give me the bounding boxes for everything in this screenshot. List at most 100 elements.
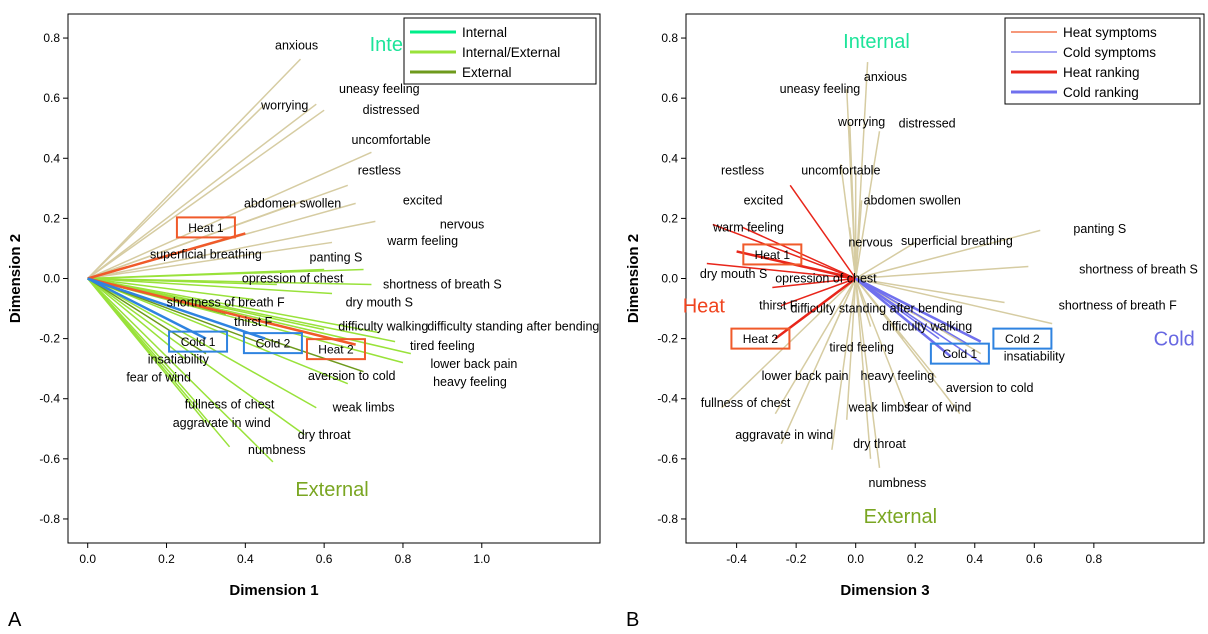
y-tick-label: 0.0 xyxy=(43,272,60,286)
symptom-label: excited xyxy=(744,193,784,207)
symptom-vector xyxy=(87,277,274,463)
symptom-label: superficial breathing xyxy=(150,247,262,261)
symptom-label: difficulty standing after bending xyxy=(427,320,599,334)
symptom-label: uncomfortable xyxy=(801,163,880,177)
y-tick-label: -0.2 xyxy=(657,332,678,346)
symptom-label: anxious xyxy=(275,39,318,53)
y-tick-label: 0.4 xyxy=(43,151,60,165)
symptom-vector xyxy=(87,277,254,301)
x-tick-label: 0.2 xyxy=(907,552,924,566)
symptom-vector xyxy=(87,277,317,409)
symptom-label: uneasy feeling xyxy=(339,82,420,96)
legend-label: Cold symptoms xyxy=(1063,45,1156,60)
ranking-box xyxy=(168,330,229,353)
symptom-label: lower back pain xyxy=(762,369,849,383)
y-tick-label: 0.8 xyxy=(43,31,60,45)
symptom-label: fear of wind xyxy=(907,401,972,415)
legend-label: Cold ranking xyxy=(1063,85,1139,100)
y-tick-label: -0.4 xyxy=(39,392,60,406)
symptom-vector xyxy=(855,277,970,346)
x-tick-label: 0.8 xyxy=(1086,552,1103,566)
y-tick-label: -0.6 xyxy=(657,452,678,466)
x-axis-title: Dimension 3 xyxy=(840,582,929,599)
symptom-label: aversion to cold xyxy=(308,369,396,383)
symptom-vector xyxy=(772,277,856,289)
x-tick-label: 0.0 xyxy=(847,552,864,566)
symptom-label: panting S xyxy=(1073,222,1126,236)
ranking-box-label: Heat 1 xyxy=(755,248,791,262)
ranking-box-label: Cold 1 xyxy=(181,335,216,349)
y-tick-label: 0.6 xyxy=(661,91,678,105)
symptom-vector xyxy=(87,278,231,448)
symptom-vector xyxy=(848,227,857,279)
symptom-label: thirst F xyxy=(759,299,798,313)
symptom-vector xyxy=(780,278,857,445)
symptom-vector xyxy=(781,277,856,307)
symptom-vector xyxy=(87,109,325,280)
symptom-vector xyxy=(848,122,857,279)
symptom-label: warm feeling xyxy=(712,220,784,234)
symptom-label: nervous xyxy=(848,235,892,249)
ranking-box xyxy=(730,327,791,350)
symptom-label: dry mouth S xyxy=(346,296,413,310)
symptom-vector xyxy=(854,278,907,409)
legend-label: Internal/External xyxy=(462,45,560,60)
symptom-vector xyxy=(831,278,857,450)
panel-letter-b: B xyxy=(626,609,639,631)
y-tick-label: 0.2 xyxy=(43,211,60,225)
ranking-vector xyxy=(87,232,246,280)
symptom-label: aversion to cold xyxy=(946,381,1034,395)
ranking-box xyxy=(742,243,803,266)
ranking-box-label: Cold 2 xyxy=(1005,332,1040,346)
x-tick-label: 0.6 xyxy=(316,552,333,566)
symptom-label: numbness xyxy=(869,476,927,490)
symptom-label: uneasy feeling xyxy=(780,82,861,96)
ranking-box-label: Cold 1 xyxy=(943,347,978,361)
y-tick-label: 0.2 xyxy=(661,211,678,225)
region-title: External xyxy=(864,506,937,528)
symptom-label: aggravate in wind xyxy=(173,416,271,430)
symptom-label: shortness of breath S xyxy=(383,278,502,292)
symptom-vector xyxy=(855,277,1005,304)
symptom-vector xyxy=(87,277,380,334)
symptom-label: panting S xyxy=(310,250,363,264)
symptom-label: dry throat xyxy=(298,428,351,442)
symptom-vector xyxy=(855,241,916,280)
x-tick-label: 0.4 xyxy=(237,552,254,566)
y-tick-label: 0.8 xyxy=(661,31,678,45)
symptom-label: difficulty walking xyxy=(882,320,972,334)
symptom-label: difficulty walking xyxy=(338,320,428,334)
y-tick-label: 0.0 xyxy=(661,272,678,286)
symptom-label: opression of chest xyxy=(242,272,344,286)
symptom-vector xyxy=(742,226,856,280)
ranking-box xyxy=(305,338,366,361)
symptom-label: heavy feeling xyxy=(861,369,935,383)
region-title: External xyxy=(295,479,368,501)
ranking-box-label: Heat 2 xyxy=(318,343,354,357)
symptom-vector xyxy=(855,265,1029,280)
ranking-vector xyxy=(87,277,266,340)
plot-frame xyxy=(67,13,601,544)
x-tick-label: -0.2 xyxy=(786,552,807,566)
symptom-label: shortness of breath S xyxy=(1079,262,1198,276)
symptom-label: excited xyxy=(403,193,443,207)
symptom-vector xyxy=(87,277,396,343)
symptom-label: restless xyxy=(721,163,764,177)
symptom-label: abdomen swollen xyxy=(864,193,961,207)
symptom-vector xyxy=(854,278,872,459)
legend-label: External xyxy=(462,65,512,80)
symptom-vector xyxy=(87,241,333,280)
x-tick-label: 0.0 xyxy=(79,552,96,566)
symptom-vector xyxy=(855,278,961,415)
x-axis-title: Dimension 1 xyxy=(229,582,318,599)
symptom-vector xyxy=(87,220,376,280)
panel-b: -0.4 -0.2 0.0 0.2 0.4 0.6 0.8 -0.8 -0.6 -0.4 -0.2 0… xyxy=(625,13,1205,599)
symptom-vector xyxy=(87,199,305,280)
symptom-label: warm feeling xyxy=(386,234,458,248)
panel-a: 0.0 0.2 0.4 0.6 0.8 1.0 -0.8 -0.6 -0.4 -0.2 0.0 0.2… xyxy=(7,13,601,599)
symptom-vector xyxy=(87,277,333,295)
region-title: Cold xyxy=(1154,329,1195,351)
symptom-label: numbness xyxy=(248,443,306,457)
region-title: Heat xyxy=(683,296,726,318)
